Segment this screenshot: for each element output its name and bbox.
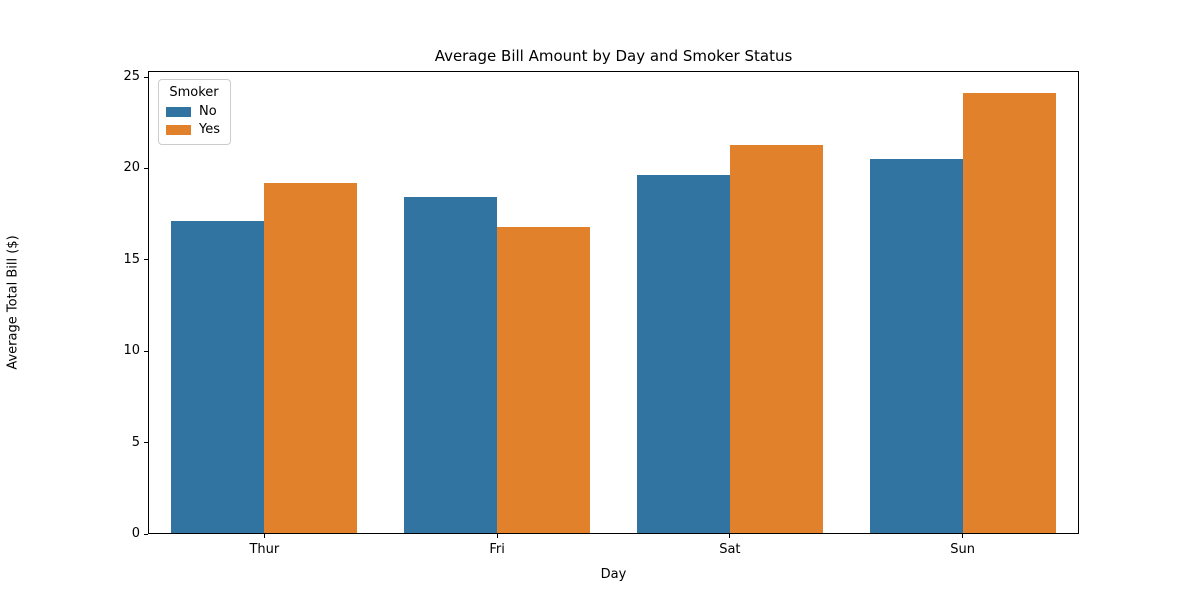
y-tick-mark [144, 533, 148, 535]
y-tick-label: 10 [123, 343, 140, 359]
y-tick-label: 25 [123, 69, 140, 85]
bar-sat-yes [729, 145, 823, 533]
y-tick-mark [144, 350, 148, 352]
x-tick-mark [496, 534, 498, 538]
y-tick-mark [144, 259, 148, 261]
chart-title: Average Bill Amount by Day and Smoker St… [434, 47, 793, 65]
y-axis-label: Average Total Bill ($) [5, 235, 21, 370]
legend-entries: No Yes [166, 104, 220, 137]
y-tick-mark [144, 442, 148, 444]
bar-sat-no [636, 174, 730, 533]
legend-label: No [199, 104, 217, 119]
legend-swatch-yes [166, 124, 191, 135]
x-tick-label-sun: Sun [950, 542, 975, 557]
y-tick-label: 5 [131, 434, 140, 450]
legend-swatch-no [166, 106, 191, 117]
legend-entry-yes: Yes [166, 122, 220, 137]
x-tick-mark [729, 534, 731, 538]
x-axis-label: Day [600, 567, 627, 582]
y-tick-mark [144, 76, 148, 78]
bar-fri-no [404, 197, 498, 533]
bar-thur-yes [264, 183, 358, 533]
legend-label: Yes [199, 122, 220, 137]
y-tick-label: 0 [131, 526, 140, 541]
bar-thur-no [171, 221, 265, 533]
x-tick-label-sat: Sat [719, 542, 741, 557]
y-tick-label: 15 [123, 251, 140, 267]
x-tick-label-thur: Thur [249, 542, 280, 557]
x-tick-mark [263, 534, 265, 538]
bar-fri-yes [497, 226, 591, 533]
y-tick-label: 20 [123, 160, 140, 176]
bar-sun-no [869, 159, 963, 533]
legend-entry-no: No [166, 104, 220, 119]
legend-title: Smoker [169, 85, 219, 100]
x-tick-label-fri: Fri [489, 542, 505, 557]
y-tick-mark [144, 167, 148, 169]
bar-sun-yes [962, 93, 1056, 533]
x-tick-mark [962, 534, 964, 538]
legend: Smoker No Yes [158, 79, 231, 145]
